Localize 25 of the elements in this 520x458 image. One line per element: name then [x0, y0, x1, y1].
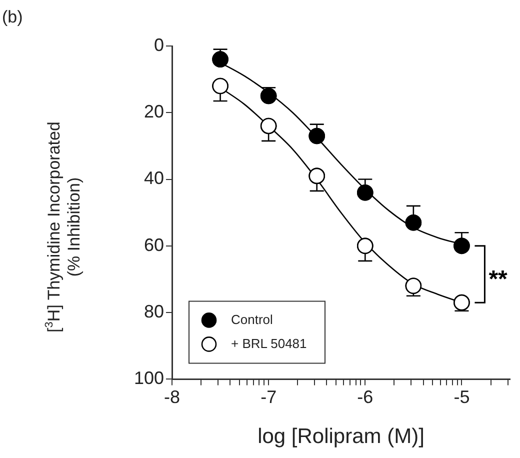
x-tick-label: -6 [357, 386, 374, 407]
y-tick-label: 80 [144, 302, 164, 322]
x-tick-label: -7 [260, 386, 277, 407]
annotation: ** [488, 266, 508, 293]
x-tick-label: -8 [164, 386, 180, 407]
y-tick-label: 0 [154, 34, 164, 55]
legend-label: Control [231, 312, 274, 327]
text: (b) [2, 8, 23, 27]
y-tick-label: 20 [144, 102, 164, 122]
point [454, 238, 470, 254]
point [212, 78, 228, 94]
point [405, 278, 422, 294]
y-tick-label: 100 [134, 368, 164, 388]
point [308, 168, 326, 184]
point [356, 238, 374, 254]
legend-label: + BRL 50481 [231, 336, 307, 351]
point [308, 128, 326, 144]
y-tick-label: 40 [144, 168, 164, 188]
point [260, 88, 277, 104]
point [212, 51, 228, 68]
x-axis-title: log [Rolipram (M)] [258, 425, 424, 448]
point [356, 184, 374, 201]
point [405, 214, 422, 231]
x-tick-label: -5 [454, 386, 470, 407]
y-tick-label: 60 [144, 234, 164, 255]
